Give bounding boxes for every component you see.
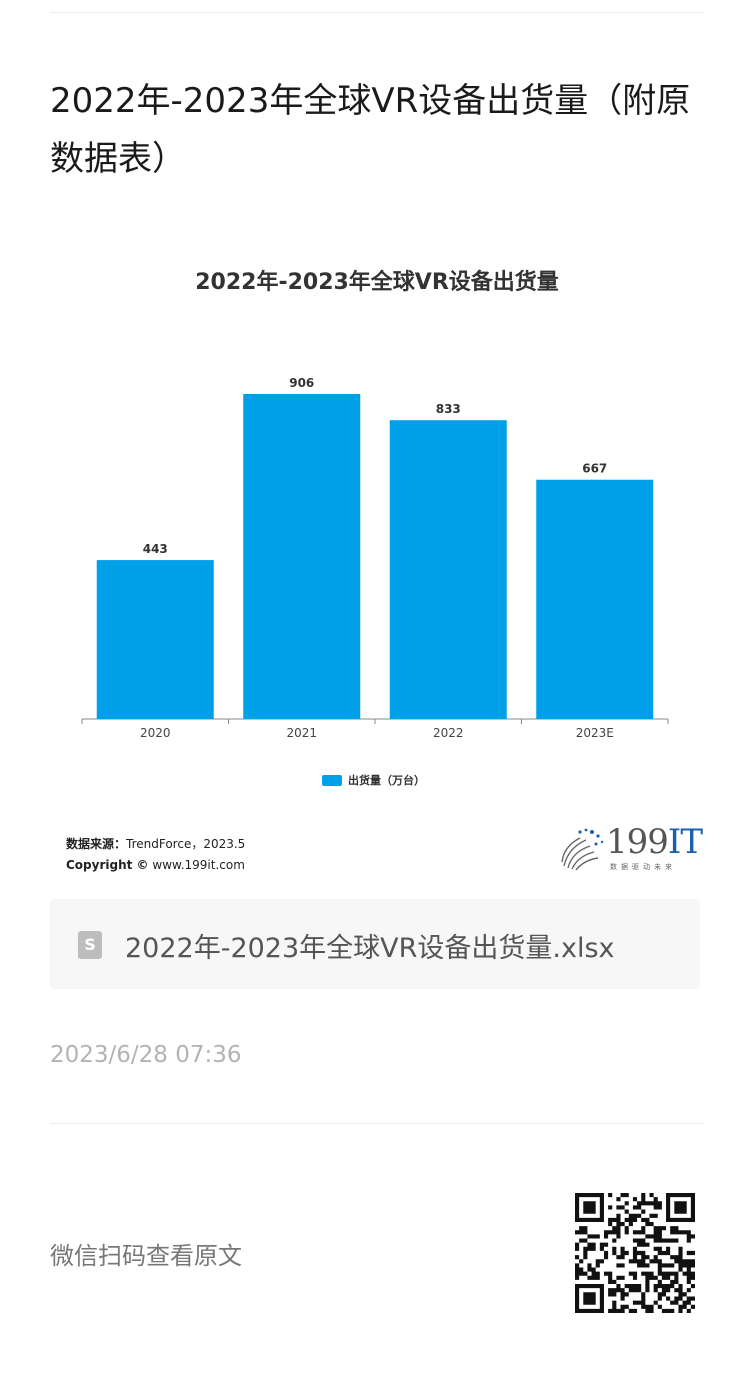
bar-2023E — [536, 479, 654, 719]
bar-chart: 443 2020 906 2021 833 2022 667 2023E — [81, 376, 669, 740]
tick-label-2023E: 2023E — [576, 726, 614, 740]
copyright-value: www.199it.com — [152, 858, 245, 872]
logo-text: 199IT — [606, 822, 703, 862]
logo-dots-icon — [561, 828, 604, 871]
read-original-hint: 微信扫码查看原文 — [50, 1242, 242, 1270]
section-divider — [50, 1123, 704, 1124]
tick-label-2022: 2022 — [433, 726, 464, 740]
data-label-2020: 443 — [143, 542, 168, 556]
copyright-label: Copyright © — [66, 858, 149, 872]
qr-modules — [575, 1193, 695, 1313]
source-value: TrendForce，2023.5 — [126, 837, 246, 851]
bar-2020 — [96, 560, 214, 719]
bar-2022 — [389, 420, 507, 719]
legend-label: 出货量（万台） — [348, 774, 425, 787]
spreadsheet-file-icon: S — [78, 931, 102, 959]
chart-title: 2022年-2023年全球VR设备出货量 — [195, 270, 559, 295]
source-note: 数据来源：TrendForce，2023.5 Copyright © www.1… — [66, 834, 245, 876]
tick-label-2020: 2020 — [140, 726, 171, 740]
logo-tagline: 数据驱动未来 — [610, 863, 676, 871]
chart-image: 2022年-2023年全球VR设备出货量 443 2020 906 2021 833 20… — [50, 240, 704, 890]
attachment-file-name[interactable]: 2022年-2023年全球VR设备出货量.xlsx — [125, 933, 615, 964]
attachment-file-card[interactable]: S 2022年-2023年全球VR设备出货量.xlsx — [50, 899, 700, 989]
top-divider — [50, 12, 704, 13]
legend-swatch — [322, 774, 342, 786]
data-label-2022: 833 — [436, 402, 461, 416]
article-title: 2022年-2023年全球VR设备出货量（附原数据表） — [50, 81, 691, 179]
data-label-2023E: 667 — [582, 462, 607, 476]
source-label: 数据来源： — [66, 837, 127, 851]
publish-date: 2023/6/28 07:36 — [50, 1042, 242, 1068]
bar-2021 — [243, 394, 361, 719]
tick-label-2021: 2021 — [286, 726, 317, 740]
legend: 出货量（万台） — [322, 772, 425, 788]
brand-logo: 199IT 数据驱动未来 — [558, 822, 703, 874]
qr-code-icon[interactable] — [575, 1193, 695, 1313]
data-label-2021: 906 — [289, 376, 314, 390]
